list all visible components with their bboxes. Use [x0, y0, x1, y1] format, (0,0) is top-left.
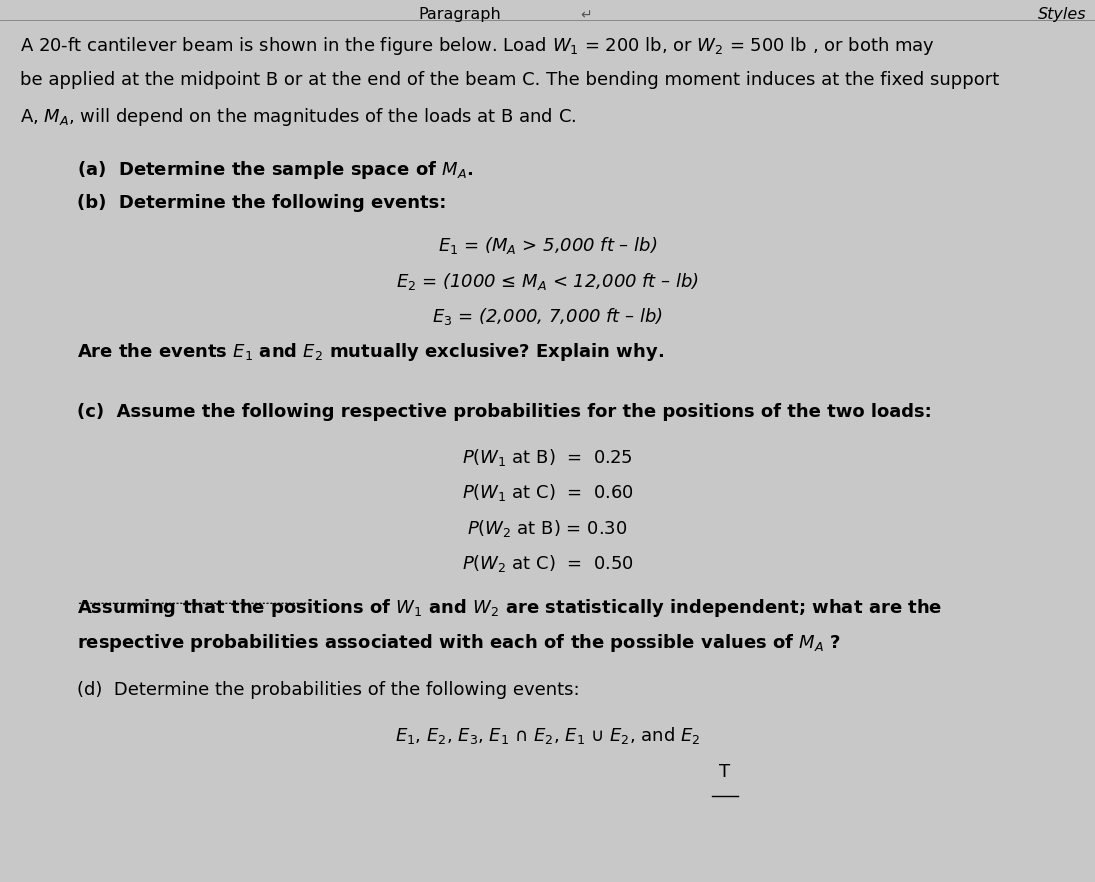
Text: (a)  Determine the sample space of $M_A$.: (a) Determine the sample space of $M_A$.	[77, 159, 473, 181]
Text: respective probabilities associated with each of the possible values of $M_A$ ?: respective probabilities associated with…	[77, 632, 841, 654]
Text: (d)  Determine the probabilities of the following events:: (d) Determine the probabilities of the f…	[77, 681, 579, 699]
Text: (b)  Determine the following events:: (b) Determine the following events:	[77, 194, 446, 212]
Text: $E_2$ = (1000 ≤ $M_A$ < 12,000 ft – lb): $E_2$ = (1000 ≤ $M_A$ < 12,000 ft – lb)	[396, 271, 699, 292]
Text: T: T	[719, 763, 730, 781]
Text: A 20-ft cantilever beam is shown in the figure below. Load $W_1$ = 200 lb, or $W: A 20-ft cantilever beam is shown in the …	[20, 35, 935, 57]
Text: $P(W_1$ at B)  =  0.25: $P(W_1$ at B) = 0.25	[462, 447, 633, 468]
Text: $E_1$ = ($M_A$ > 5,000 ft – lb): $E_1$ = ($M_A$ > 5,000 ft – lb)	[438, 235, 657, 257]
Text: (c)  Assume the following respective probabilities for the positions of the two : (c) Assume the following respective prob…	[77, 403, 932, 421]
Text: ↵: ↵	[580, 9, 591, 23]
Text: Styles: Styles	[1038, 7, 1086, 22]
Text: A, $M_A$, will depend on the magnitudes of the loads at B and C.: A, $M_A$, will depend on the magnitudes …	[20, 106, 576, 128]
Text: be applied at the midpoint B or at the end of the beam C. The bending moment ind: be applied at the midpoint B or at the e…	[20, 71, 999, 88]
Text: $P(W_1$ at C)  =  0.60: $P(W_1$ at C) = 0.60	[461, 482, 634, 504]
Text: Are the events $E_1$ and $E_2$ mutually exclusive? Explain why.: Are the events $E_1$ and $E_2$ mutually …	[77, 341, 664, 363]
Text: Paragraph: Paragraph	[418, 7, 502, 22]
Text: $P(W_2$ at C)  =  0.50: $P(W_2$ at C) = 0.50	[461, 553, 634, 574]
Text: Assuming that the positions of $W_1$ and $W_2$ are statistically independent; wh: Assuming that the positions of $W_1$ and…	[77, 597, 942, 619]
Text: $P(W_2$ at B) = 0.30: $P(W_2$ at B) = 0.30	[468, 518, 627, 539]
Text: $E_3$ = (2,000, 7,000 ft – lb): $E_3$ = (2,000, 7,000 ft – lb)	[431, 306, 664, 327]
Text: $E_1$, $E_2$, $E_3$, $E_1$ ∩ $E_2$, $E_1$ ∪ $E_2$, and $E_2$: $E_1$, $E_2$, $E_3$, $E_1$ ∩ $E_2$, $E_1…	[395, 725, 700, 746]
